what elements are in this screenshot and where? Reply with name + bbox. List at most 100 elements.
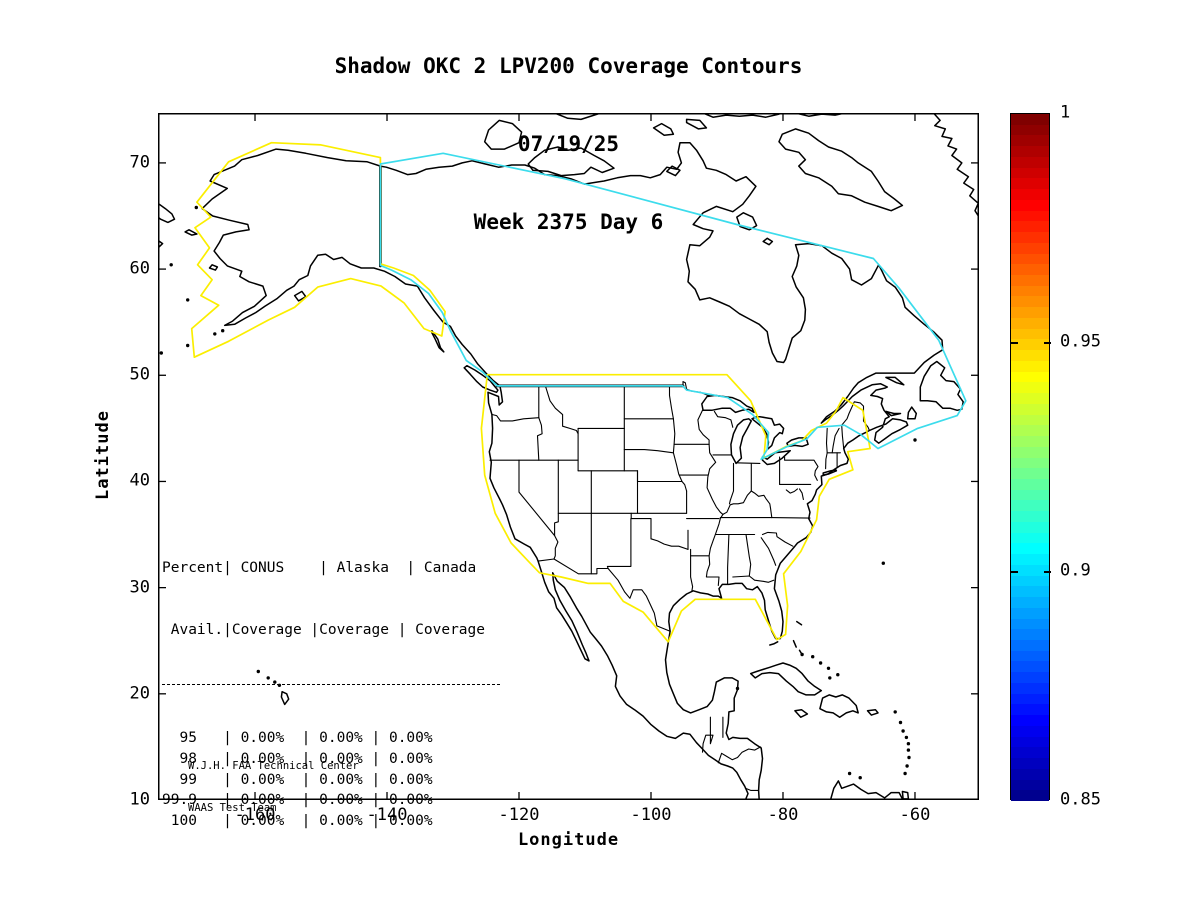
colorbar-band (1011, 639, 1049, 651)
colorbar-band (1011, 114, 1049, 125)
state-border (744, 787, 760, 791)
colorbar-tick (1011, 571, 1018, 573)
colorbar-band (1011, 532, 1049, 544)
credit-line-2: WAAS Test Team (188, 802, 277, 814)
colorbar-band (1011, 242, 1049, 254)
x-tick-label: -80 (767, 805, 799, 825)
colorbar-band (1011, 156, 1049, 168)
coastline (701, 394, 755, 414)
small-island (186, 298, 190, 302)
coastline (901, 790, 910, 800)
colorbar-tick (1044, 342, 1051, 344)
small-island (186, 343, 190, 348)
colorbar-band (1011, 629, 1049, 640)
colorbar-band (1011, 779, 1049, 791)
coastline (919, 360, 964, 412)
coastline (730, 418, 753, 465)
colorbar-band (1011, 618, 1049, 630)
state-border (706, 443, 724, 515)
colorbar-tick-label: 0.95 (1060, 331, 1101, 352)
colorbar-band (1011, 135, 1049, 147)
coastline (829, 780, 904, 800)
coastline (769, 641, 779, 646)
colorbar-band (1011, 682, 1049, 694)
state-border (761, 531, 794, 547)
colorbar-band (1011, 425, 1049, 437)
small-island (836, 673, 840, 677)
colorbar-band (1011, 758, 1049, 769)
colorbar-band (1011, 264, 1049, 276)
coastline (431, 329, 445, 353)
coastline (201, 148, 749, 800)
small-island (903, 771, 907, 776)
colorbar-tick (1044, 571, 1051, 573)
colorbar-band (1011, 382, 1049, 394)
small-island (906, 742, 911, 746)
colorbar-band (1011, 371, 1049, 383)
coastline (762, 237, 774, 246)
small-island (904, 735, 909, 740)
small-island (273, 680, 277, 684)
coastline (786, 437, 809, 448)
colorbar-band (1011, 296, 1049, 308)
small-island (213, 332, 217, 336)
state-border (668, 385, 674, 420)
small-island (847, 771, 852, 776)
coastline (184, 229, 198, 236)
small-island (901, 729, 905, 733)
alaska-region-contour (190, 141, 446, 359)
x-tick-label: -120 (498, 805, 540, 825)
colorbar-band (1011, 403, 1049, 415)
table-row: 99 | 0.00% | 0.00% | 0.00% (162, 771, 433, 788)
state-border (798, 488, 804, 501)
coastline (736, 212, 758, 231)
y-tick-label: 30 (129, 577, 150, 598)
title-line-1: Shadow OKC 2 LPV200 Coverage Contours (334, 54, 803, 78)
colorbar-band (1011, 307, 1049, 318)
table-header-row-2: Avail.|Coverage |Coverage | Coverage (162, 621, 486, 638)
state-border (697, 409, 710, 445)
coastline (158, 202, 176, 224)
colorbar-tick-label: 0.85 (1060, 789, 1101, 810)
coastline (666, 165, 681, 177)
state-border (705, 513, 724, 587)
state-border (682, 381, 721, 398)
state-border (672, 452, 683, 483)
state-border (630, 512, 652, 540)
small-island (811, 655, 815, 659)
colorbar-band (1011, 468, 1049, 479)
colorbar-band (1011, 693, 1049, 705)
small-island (169, 263, 173, 267)
title-line-3: Week 2375 Day 6 (473, 210, 664, 234)
colorbar-band (1011, 511, 1049, 522)
small-island (800, 652, 804, 657)
small-island (826, 666, 831, 670)
colorbar-band (1011, 564, 1049, 576)
colorbar-band (1011, 768, 1049, 780)
coastline (463, 364, 499, 394)
colorbar-band (1011, 446, 1049, 458)
colorbar-band (1011, 521, 1049, 533)
plot-border (158, 113, 979, 800)
coastline (208, 264, 219, 271)
small-island (907, 755, 911, 760)
state-border (825, 427, 828, 470)
coastline (796, 620, 803, 626)
coastline (885, 376, 905, 386)
table-row: 95 | 0.00% | 0.00% | 0.00% (162, 729, 433, 746)
state-border (554, 459, 559, 537)
colorbar-band (1011, 790, 1049, 801)
state-border (745, 533, 752, 577)
colorbar-band (1011, 704, 1049, 716)
colorbar-band (1011, 736, 1049, 748)
colorbar-band (1011, 607, 1049, 619)
table-row: 99.9 | 0.00% | 0.00% | 0.00% (162, 792, 433, 809)
small-island (194, 205, 198, 210)
state-border (701, 716, 714, 753)
y-tick-label: 70 (129, 152, 150, 173)
x-tick-label: -160 (234, 805, 276, 825)
colorbar-band (1011, 146, 1049, 157)
coastline (792, 639, 797, 648)
state-border (784, 456, 819, 481)
coastline (527, 146, 615, 177)
